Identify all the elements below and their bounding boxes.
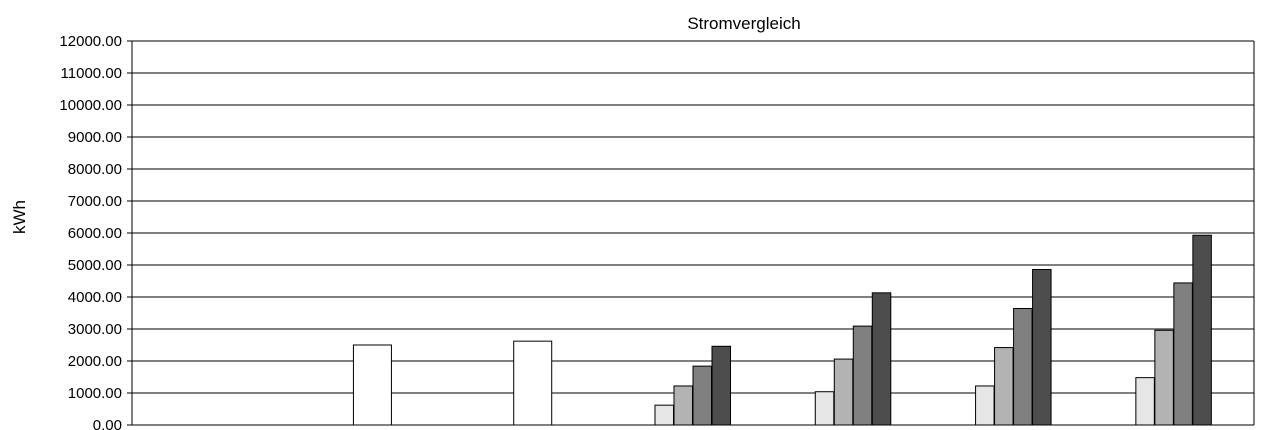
bar-series-1-category-3 (513, 340, 553, 426)
bar-series-4-category-4 (692, 365, 712, 426)
bar-series-5-category-4 (711, 345, 731, 426)
y-tick-label: 1000.00 (68, 385, 122, 402)
bar-series-3-category-4 (673, 385, 693, 426)
y-axis-label: kWh (10, 200, 29, 234)
bar-series-2-category-7 (1135, 377, 1155, 426)
y-tick-label: 9000.00 (68, 129, 122, 146)
y-tick-label: 8000.00 (68, 161, 122, 178)
bars (352, 234, 1212, 426)
bar-series-2-category-6 (975, 385, 995, 426)
bar-series-5-category-5 (871, 292, 892, 426)
y-tick-label: 0.00 (93, 417, 122, 430)
y-tick-label: 11000.00 (61, 65, 122, 82)
y-tick-label: 12000.00 (59, 33, 122, 50)
y-tick-label: 3000.00 (68, 321, 122, 338)
bar-series-4-category-5 (852, 325, 873, 426)
y-tick-label: 6000.00 (68, 225, 122, 242)
chart-title: Stromvergleich (687, 14, 800, 33)
bar-series-4-category-6 (1013, 308, 1033, 426)
bar-series-5-category-7 (1192, 234, 1212, 426)
y-tick-label: 5000.00 (68, 257, 122, 274)
bar-series-2-category-5 (814, 391, 835, 426)
bar-series-3-category-5 (833, 358, 854, 426)
y-tick-label: 2000.00 (68, 353, 122, 370)
y-tick-label: 10000.00 (59, 97, 122, 114)
bar-series-1-category-2 (352, 344, 392, 426)
y-axis-ticks: 0.00 1000.00 2000.00 3000.00 4000.00 5000.00 6… (59, 33, 132, 430)
y-tick-label: 4000.00 (68, 289, 122, 306)
y-tick-label: 7000.00 (68, 193, 122, 210)
bar-series-3-category-7 (1154, 329, 1174, 426)
bar-series-2-category-4 (654, 404, 674, 426)
bar-series-3-category-6 (994, 347, 1014, 426)
bar-series-5-category-6 (1032, 268, 1052, 426)
bar-series-4-category-7 (1173, 282, 1193, 426)
